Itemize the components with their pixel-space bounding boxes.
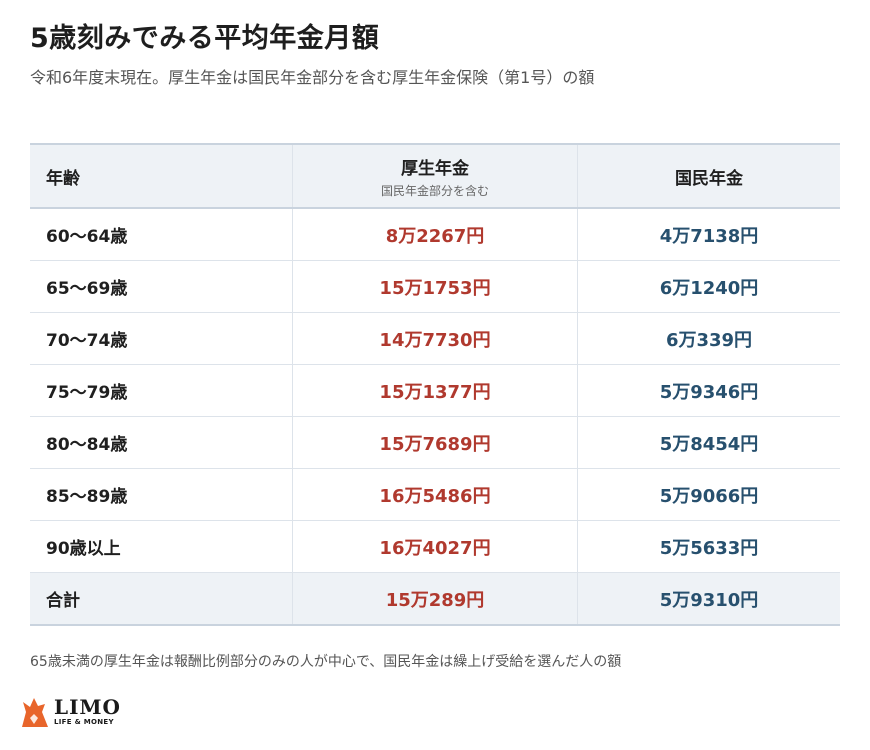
age-cell: 80〜84歳: [30, 416, 293, 469]
kokumin-amount-cell: 5万9346円: [577, 364, 840, 417]
total-kousei-cell: 15万289円: [292, 572, 578, 626]
table-row: 70〜74歳 14万7730円 6万339円: [30, 312, 840, 365]
table-row: 75〜79歳 15万1377円 5万9346円: [30, 364, 840, 417]
limo-logo: LIMO LIFE & MONEY: [20, 694, 121, 728]
logo-tagline: LIFE & MONEY: [54, 717, 114, 726]
kokumin-amount-cell: 6万339円: [577, 312, 840, 365]
table-row: 85〜89歳 16万5486円 5万9066円: [30, 468, 840, 521]
kousei-amount-cell: 8万2267円: [292, 208, 578, 261]
kokumin-amount-cell: 5万8454円: [577, 416, 840, 469]
column-header-kokumin: 国民年金: [577, 143, 840, 209]
total-label-cell: 合計: [30, 572, 293, 626]
table-header-row: 年齢 厚生年金 国民年金部分を含む 国民年金: [30, 143, 840, 209]
kokumin-amount-cell: 5万5633円: [577, 520, 840, 573]
page-subtitle: 令和6年度末現在。厚生年金は国民年金部分を含む厚生年金保険（第1号）の額: [30, 68, 595, 87]
column-header-kousei: 厚生年金 国民年金部分を含む: [292, 143, 578, 209]
pension-table: 年齢 厚生年金 国民年金部分を含む 国民年金 60〜64歳 8万2267円 4万…: [30, 143, 840, 626]
kousei-amount-cell: 16万5486円: [292, 468, 578, 521]
column-header-kousei-label: 厚生年金: [401, 158, 469, 179]
age-cell: 65〜69歳: [30, 260, 293, 313]
age-cell: 90歳以上: [30, 520, 293, 573]
table-row: 65〜69歳 15万1753円 6万1240円: [30, 260, 840, 313]
age-cell: 85〜89歳: [30, 468, 293, 521]
kousei-amount-cell: 14万7730円: [292, 312, 578, 365]
table-row: 80〜84歳 15万7689円 5万8454円: [30, 416, 840, 469]
footnote: 65歳未満の厚生年金は報酬比例部分のみの人が中心で、国民年金は繰上げ受給を選んだ…: [30, 654, 622, 670]
page-title: 5歳刻みでみる平均年金月額: [30, 23, 380, 54]
table-row: 90歳以上 16万4027円 5万5633円: [30, 520, 840, 573]
age-cell: 70〜74歳: [30, 312, 293, 365]
table-row: 60〜64歳 8万2267円 4万7138円: [30, 208, 840, 261]
kokumin-amount-cell: 4万7138円: [577, 208, 840, 261]
column-header-kousei-note: 国民年金部分を含む: [380, 183, 489, 198]
kousei-amount-cell: 15万7689円: [292, 416, 578, 469]
logo-name: LIMO: [54, 694, 121, 719]
kousei-amount-cell: 15万1377円: [292, 364, 578, 417]
kokumin-amount-cell: 6万1240円: [577, 260, 840, 313]
table-total-row: 合計 15万289円 5万9310円: [30, 572, 840, 626]
column-header-age: 年齢: [30, 143, 293, 209]
age-cell: 75〜79歳: [30, 364, 293, 417]
fox-icon: [22, 698, 48, 727]
kousei-amount-cell: 16万4027円: [292, 520, 578, 573]
logo-wordmark: LIMO LIFE & MONEY: [54, 697, 121, 726]
age-cell: 60〜64歳: [30, 208, 293, 261]
total-kokumin-cell: 5万9310円: [577, 572, 840, 626]
kokumin-amount-cell: 5万9066円: [577, 468, 840, 521]
kousei-amount-cell: 15万1753円: [292, 260, 578, 313]
